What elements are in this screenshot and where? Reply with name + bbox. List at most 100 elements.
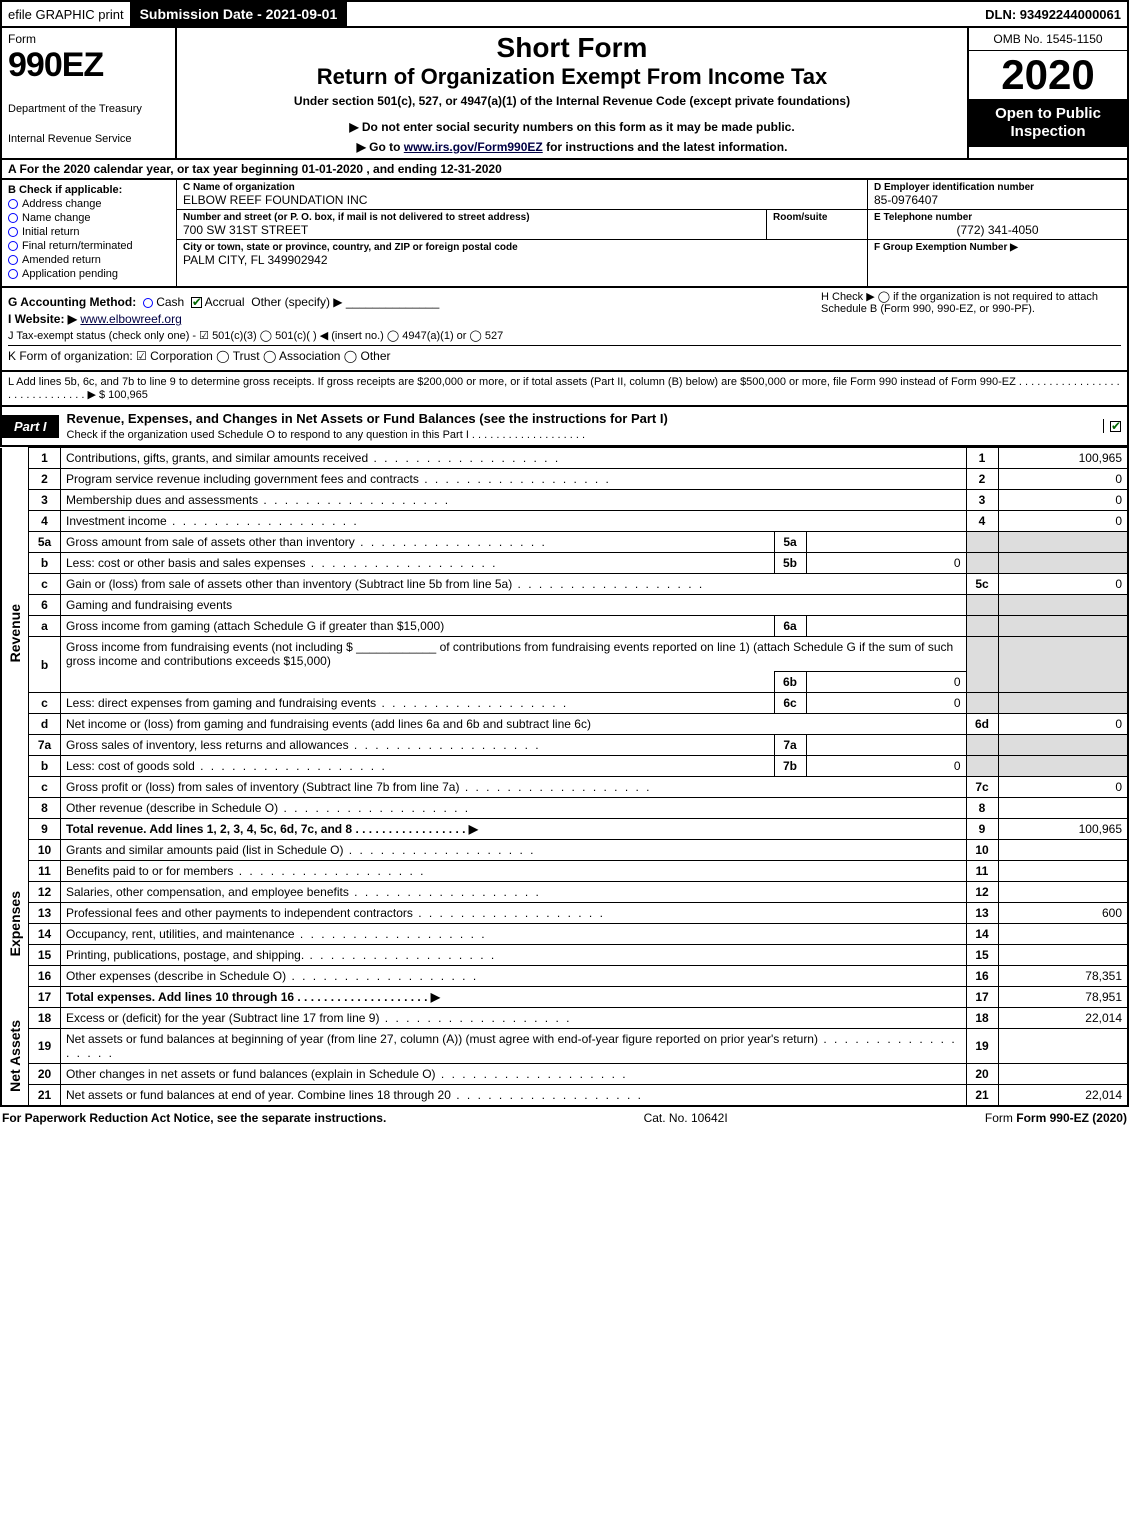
table-row: 6b 0 <box>1 672 1128 693</box>
box-h: H Check ▶ ◯ if the organization is not r… <box>821 290 1121 315</box>
line-amt <box>998 882 1128 903</box>
line-desc: Program service revenue including govern… <box>61 469 967 490</box>
sub-amt <box>806 735 966 756</box>
line-ref: 9 <box>966 819 998 840</box>
table-row: 6 Gaming and fundraising events <box>1 595 1128 616</box>
table-row: 5a Gross amount from sale of assets othe… <box>1 532 1128 553</box>
irs-link[interactable]: www.irs.gov/Form990EZ <box>404 140 543 154</box>
chk-initial-return[interactable]: Initial return <box>8 226 170 238</box>
line-ref: 20 <box>966 1064 998 1085</box>
line-num: d <box>29 714 61 735</box>
return-title: Return of Organization Exempt From Incom… <box>187 64 957 90</box>
g-other: Other (specify) ▶ <box>251 295 342 309</box>
circle-icon[interactable] <box>143 298 153 308</box>
line-num: 5a <box>29 532 61 553</box>
group-exemption-label: F Group Exemption Number ▶ <box>874 242 1121 253</box>
line-ref: 15 <box>966 945 998 966</box>
row-a-taxyear: A For the 2020 calendar year, or tax yea… <box>0 160 1129 180</box>
circle-icon <box>8 255 18 265</box>
line-num: 13 <box>29 903 61 924</box>
form-header: Form 990EZ Department of the Treasury In… <box>0 28 1129 160</box>
line-num: 20 <box>29 1064 61 1085</box>
sub-amt: 0 <box>806 693 966 714</box>
g-cash: Cash <box>156 295 184 309</box>
sub-ref: 5b <box>774 553 806 574</box>
footer-right: Form Form 990-EZ (2020) <box>985 1111 1127 1125</box>
line-amt <box>998 1064 1128 1085</box>
page-footer: For Paperwork Reduction Act Notice, see … <box>0 1107 1129 1129</box>
line-desc: Other revenue (describe in Schedule O) <box>61 798 967 819</box>
table-row: c Gain or (loss) from sale of assets oth… <box>1 574 1128 595</box>
box-def: D Employer identification number 85-0976… <box>867 180 1127 286</box>
chk-final-return[interactable]: Final return/terminated <box>8 240 170 252</box>
chk-name-change[interactable]: Name change <box>8 212 170 224</box>
chk-application-pending[interactable]: Application pending <box>8 268 170 280</box>
sub-ref: 6a <box>774 616 806 637</box>
line-amt: 600 <box>998 903 1128 924</box>
line-amt: 22,014 <box>998 1085 1128 1107</box>
opt-label: Name change <box>22 212 91 224</box>
opt-label: Initial return <box>22 226 79 238</box>
street-cell: Number and street (or P. O. box, if mail… <box>177 210 767 239</box>
side-revenue: Revenue <box>7 604 23 662</box>
line-desc: Gross income from gaming (attach Schedul… <box>61 616 775 637</box>
sub-ref: 6c <box>774 693 806 714</box>
line-num: 10 <box>29 840 61 861</box>
phone-label: E Telephone number <box>874 212 1121 223</box>
city-cell: City or town, state or province, country… <box>177 240 867 286</box>
line-amt: 0 <box>998 574 1128 595</box>
part1-check[interactable] <box>1103 419 1127 433</box>
org-name-label: C Name of organization <box>183 182 861 193</box>
opt-label: Final return/terminated <box>22 240 133 252</box>
line-ref: 13 <box>966 903 998 924</box>
line-amt <box>998 1029 1128 1064</box>
group-exemption-cell: F Group Exemption Number ▶ <box>868 240 1127 255</box>
room-label: Room/suite <box>773 212 861 223</box>
sub-ref: 5a <box>774 532 806 553</box>
circle-icon <box>8 199 18 209</box>
dept-treasury: Department of the Treasury <box>8 103 169 115</box>
ssn-note: ▶ Do not enter social security numbers o… <box>187 120 957 134</box>
line-num: 15 <box>29 945 61 966</box>
line-num: 3 <box>29 490 61 511</box>
goto-note: ▶ Go to www.irs.gov/Form990EZ for instru… <box>187 140 957 154</box>
sub-amt <box>806 532 966 553</box>
line-ref: 16 <box>966 966 998 987</box>
line-desc: Excess or (deficit) for the year (Subtra… <box>61 1008 967 1029</box>
line-num: c <box>29 574 61 595</box>
line-ref: 12 <box>966 882 998 903</box>
side-expenses: Expenses <box>7 891 23 956</box>
line-num: 18 <box>29 1008 61 1029</box>
line-ref: 11 <box>966 861 998 882</box>
efile-label[interactable]: efile GRAPHIC print <box>2 5 130 24</box>
part1-title: Revenue, Expenses, and Changes in Net As… <box>59 407 1103 445</box>
table-row: c Less: direct expenses from gaming and … <box>1 693 1128 714</box>
table-row: 16 Other expenses (describe in Schedule … <box>1 966 1128 987</box>
sub-ref: 7a <box>774 735 806 756</box>
line-ref: 6d <box>966 714 998 735</box>
sub-amt: 0 <box>806 756 966 777</box>
chk-amended-return[interactable]: Amended return <box>8 254 170 266</box>
goto-post: for instructions and the latest informat… <box>543 140 788 154</box>
address-row: Number and street (or P. O. box, if mail… <box>177 210 867 240</box>
chk-address-change[interactable]: Address change <box>8 198 170 210</box>
grey-cell <box>966 693 998 714</box>
line-ref: 3 <box>966 490 998 511</box>
meta-block: H Check ▶ ◯ if the organization is not r… <box>0 288 1129 372</box>
form-number: 990EZ <box>8 46 169 85</box>
opt-label: Amended return <box>22 254 101 266</box>
submission-date: Submission Date - 2021-09-01 <box>130 2 348 26</box>
tax-year: 2020 <box>969 51 1127 99</box>
header-right: OMB No. 1545-1150 2020 Open to Public In… <box>967 28 1127 158</box>
line-num: 11 <box>29 861 61 882</box>
line-num: 4 <box>29 511 61 532</box>
opt-label: Address change <box>22 198 102 210</box>
line-num: 14 <box>29 924 61 945</box>
table-row: 8 Other revenue (describe in Schedule O)… <box>1 798 1128 819</box>
row-j: J Tax-exempt status (check only one) - ☑… <box>8 329 1121 342</box>
street-label: Number and street (or P. O. box, if mail… <box>183 212 760 223</box>
checkbox-icon[interactable] <box>191 297 202 308</box>
table-row: Net Assets 18 Excess or (deficit) for th… <box>1 1008 1128 1029</box>
website-link[interactable]: www.elbowreef.org <box>80 312 181 326</box>
omb-number: OMB No. 1545-1150 <box>969 28 1127 51</box>
